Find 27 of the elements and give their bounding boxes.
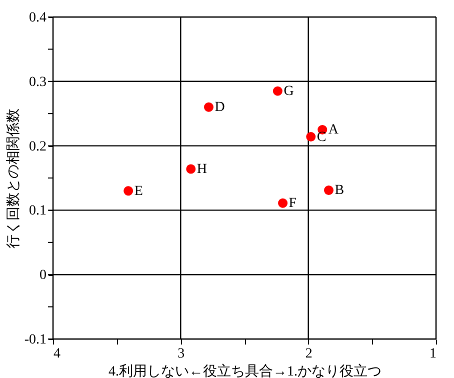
point: [278, 198, 288, 208]
point: [186, 164, 196, 174]
point: [306, 132, 316, 142]
x-tick-label: 3: [178, 346, 185, 362]
point: [204, 102, 214, 112]
y-tick-label: 0.2: [29, 139, 46, 154]
annotation: B: [334, 183, 344, 198]
x-tick-label: 2: [305, 346, 312, 362]
x-tick-label: 1: [430, 346, 436, 362]
x-axis-title: 4.利用しない←役立ち具合→1.かなり役立つ: [108, 364, 382, 378]
y-tick-label: 0: [40, 268, 46, 284]
y-tick-label: 0.4: [29, 10, 46, 26]
x-tick-label: 4: [54, 346, 60, 362]
annotation: A: [328, 122, 340, 138]
annotation: F: [288, 196, 297, 212]
y-axis-title: 行く回数との相関係数: [5, 108, 22, 248]
point: [124, 186, 134, 196]
point: [272, 86, 282, 96]
annotation: E: [134, 184, 143, 199]
y-tick-label: 0.3: [29, 74, 46, 90]
y-tick-label: 0.1: [29, 204, 46, 219]
point: [324, 186, 334, 195]
y-tick-label: -0.1: [24, 332, 46, 348]
annotation: C: [316, 130, 326, 145]
annotation: H: [196, 162, 208, 177]
annotation: G: [284, 84, 294, 100]
annotation: D: [214, 100, 225, 116]
